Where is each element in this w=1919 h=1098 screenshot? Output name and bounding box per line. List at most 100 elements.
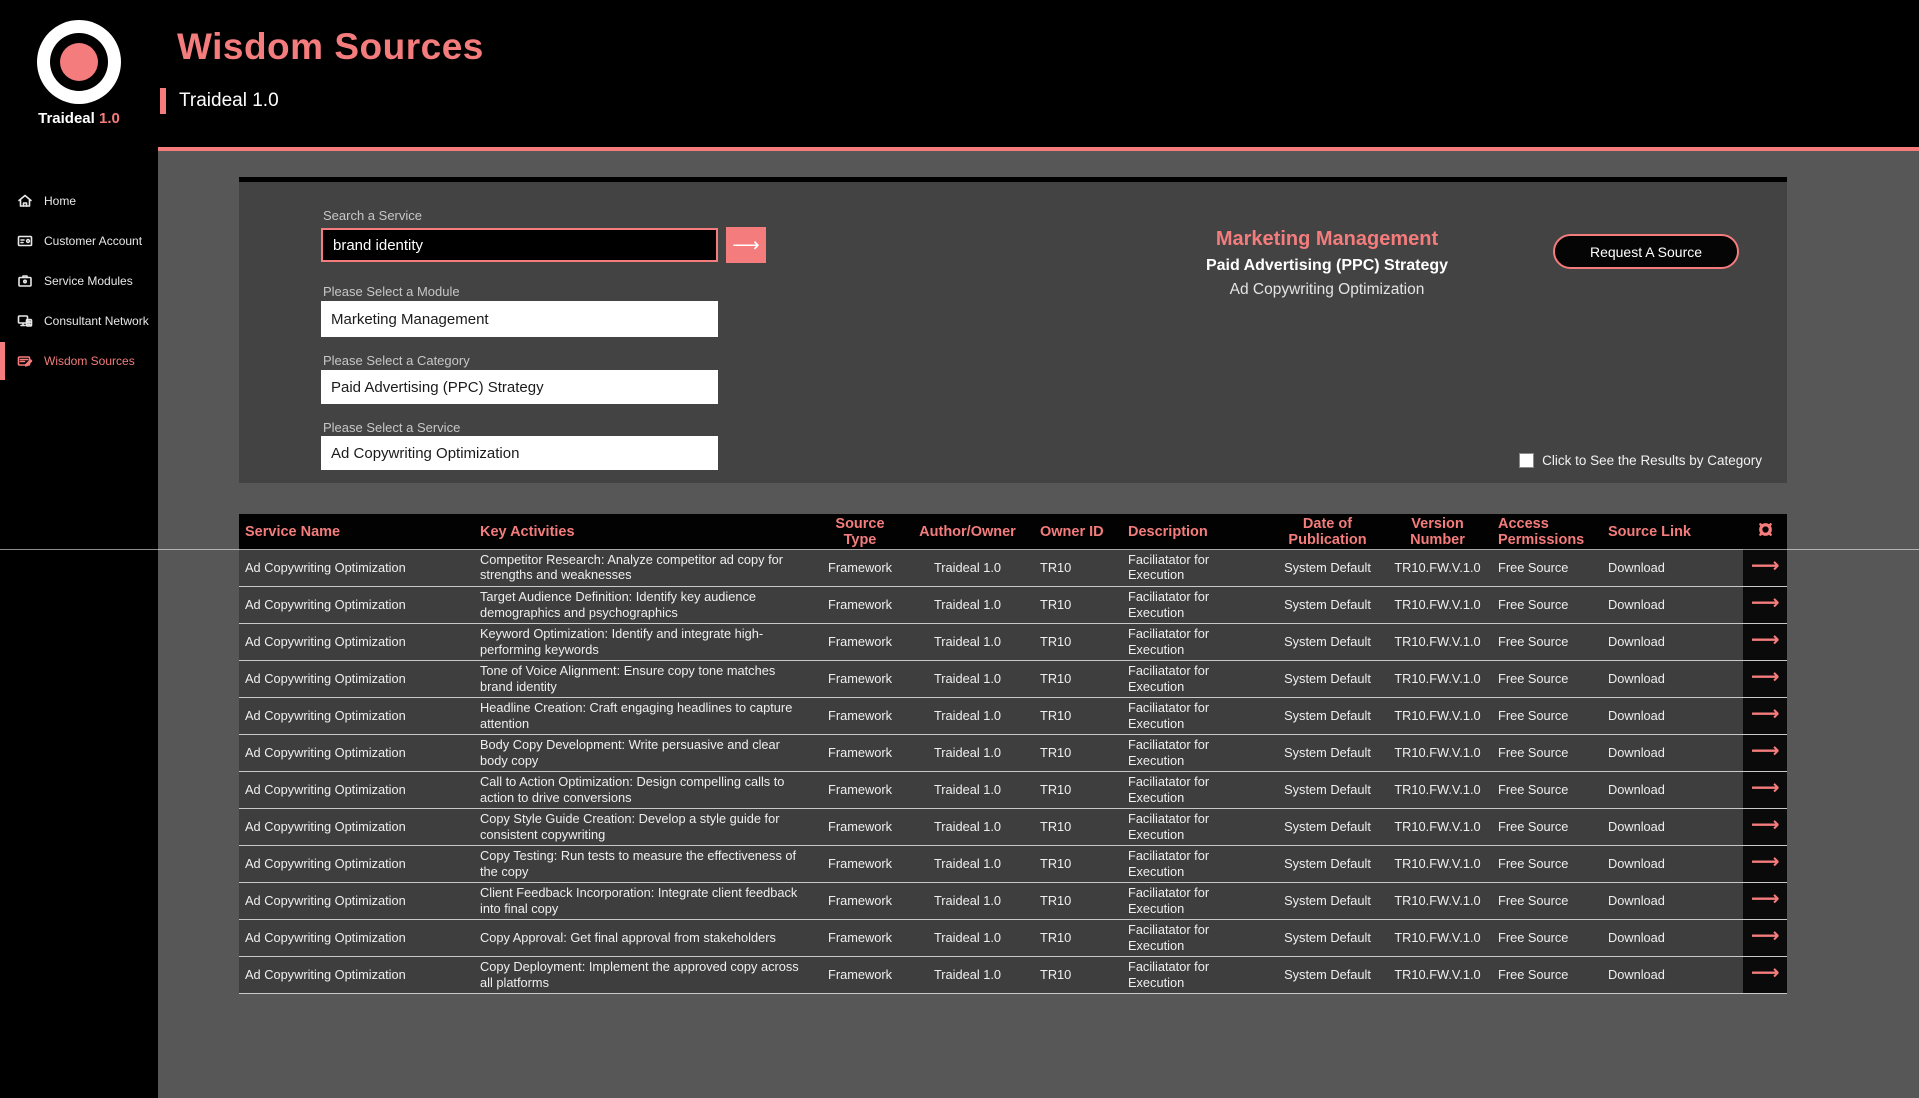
download-link[interactable]: Download: [1608, 818, 1665, 834]
cell: System Default: [1284, 818, 1371, 834]
row-open-button[interactable]: ⟶: [1743, 919, 1787, 956]
column-header-service-name: Service Name: [245, 523, 341, 540]
cell: Framework: [828, 855, 892, 871]
cell: Traideal 1.0: [933, 892, 1002, 908]
cell: Ad Copywriting Optimization: [245, 818, 406, 834]
cell: TR10: [1040, 670, 1072, 686]
search-label: Search a Service: [323, 208, 422, 223]
download-link[interactable]: Download: [1608, 781, 1665, 797]
cell: TR10: [1040, 929, 1072, 945]
traideal-logo: [37, 20, 121, 104]
row-open-button[interactable]: ⟶: [1743, 845, 1787, 882]
table-settings-cell: [1743, 514, 1787, 549]
cell: Ad Copywriting Optimization: [245, 670, 406, 686]
cell: TR10: [1040, 781, 1072, 797]
category-select[interactable]: Paid Advertising (PPC) Strategy: [321, 370, 718, 404]
download-link[interactable]: Download: [1608, 892, 1665, 908]
sidebar-item-service-modules[interactable]: Service Modules: [0, 261, 158, 301]
cell: Free Source: [1498, 818, 1569, 834]
row-open-button[interactable]: ⟶: [1743, 734, 1787, 771]
cell: TR10: [1040, 559, 1072, 575]
cell: Tone of Voice Alignment: Ensure copy ton…: [480, 663, 776, 694]
results-by-category-checkbox[interactable]: [1519, 453, 1535, 468]
selected-service: Ad Copywriting Optimization: [1229, 281, 1425, 298]
cell: System Default: [1284, 559, 1371, 575]
request-a-source-button[interactable]: Request A Source: [1553, 234, 1739, 269]
header-accent-underline: [158, 147, 1919, 151]
logo-core-dot: [60, 43, 98, 81]
row-open-button[interactable]: ⟶: [1743, 697, 1787, 734]
row-open-button[interactable]: ⟶: [1743, 956, 1787, 993]
cell: Client Feedback Incorporation: Integrate…: [480, 885, 798, 916]
table-row: Ad Copywriting Optimization Competitor Re…: [239, 549, 1787, 586]
download-link[interactable]: Download: [1608, 744, 1665, 760]
module-select[interactable]: Marketing Management: [321, 301, 718, 337]
sidebar-item-consultant-network[interactable]: Consultant Network: [0, 301, 158, 341]
cell: Ad Copywriting Optimization: [245, 633, 406, 649]
cell: TR10: [1040, 744, 1072, 760]
cell: TR10.FW.V.1.0: [1394, 633, 1481, 649]
column-header-owner-id: Owner ID: [1040, 523, 1104, 540]
cell: Free Source: [1498, 781, 1569, 797]
cell: System Default: [1284, 966, 1371, 982]
arrow-right-icon: ⟶: [1751, 703, 1780, 726]
cell: System Default: [1284, 633, 1371, 649]
column-header-author-owner: Author/Owner: [919, 523, 1016, 540]
service-select[interactable]: Ad Copywriting Optimization: [321, 436, 718, 470]
cell: Framework: [828, 559, 892, 575]
page-subtitle-label: Traideal 1.0: [179, 90, 279, 111]
cell: Traideal 1.0: [933, 818, 1002, 834]
table-row: Ad Copywriting Optimization Body Copy Dev…: [239, 734, 1787, 771]
cell: Copy Style Guide Creation: Develop a sty…: [480, 811, 780, 842]
cell: Traideal 1.0: [933, 855, 1002, 871]
search-submit-button[interactable]: ⟶: [726, 227, 766, 263]
row-open-button[interactable]: ⟶: [1743, 808, 1787, 845]
cell: Framework: [828, 670, 892, 686]
gear-icon[interactable]: [1756, 523, 1775, 543]
results-by-category-toggle: Click to See the Results by Category: [1519, 453, 1762, 468]
row-open-button[interactable]: ⟶: [1743, 586, 1787, 623]
sidebar-item-label: Home: [44, 194, 77, 208]
service-modules-icon: [16, 273, 33, 290]
download-link[interactable]: Download: [1608, 855, 1665, 871]
sidebar-item-home[interactable]: Home: [0, 181, 158, 221]
arrow-right-icon: ⟶: [1751, 962, 1780, 985]
cell: TR10: [1040, 892, 1072, 908]
table-row: Ad Copywriting Optimization Copy Style Gu…: [239, 808, 1787, 845]
download-link[interactable]: Download: [1608, 966, 1665, 982]
cell: Free Source: [1498, 670, 1569, 686]
cell: Ad Copywriting Optimization: [245, 744, 406, 760]
table-header-row: Service Name Key Activities Source Type Aut…: [239, 514, 1787, 549]
cell: System Default: [1284, 744, 1371, 760]
cell: TR10.FW.V.1.0: [1394, 781, 1481, 797]
search-input[interactable]: [321, 228, 718, 262]
table-row: Ad Copywriting Optimization Target Audien…: [239, 586, 1787, 623]
row-open-button[interactable]: ⟶: [1743, 771, 1787, 808]
table-row: Ad Copywriting Optimization Tone of Voice…: [239, 660, 1787, 697]
cell: Faciliatator for Execution: [1128, 811, 1210, 842]
table-row: Ad Copywriting Optimization Client Feedba…: [239, 882, 1787, 919]
download-link[interactable]: Download: [1608, 670, 1665, 686]
cell: TR10.FW.V.1.0: [1394, 707, 1481, 723]
sidebar-item-label: Service Modules: [44, 274, 133, 288]
table-row: Ad Copywriting Optimization Copy Testing:…: [239, 845, 1787, 882]
download-link[interactable]: Download: [1608, 633, 1665, 649]
cell: Framework: [828, 966, 892, 982]
sidebar-item-customer-account[interactable]: Customer Account: [0, 221, 158, 261]
download-link[interactable]: Download: [1608, 707, 1665, 723]
download-link[interactable]: Download: [1608, 596, 1665, 612]
row-open-button[interactable]: ⟶: [1743, 882, 1787, 919]
cell: Faciliatator for Execution: [1128, 774, 1210, 805]
cell: Faciliatator for Execution: [1128, 848, 1210, 879]
arrow-right-icon: ⟶: [1751, 555, 1780, 577]
sidebar-item-wisdom-sources[interactable]: Wisdom Sources: [0, 341, 158, 381]
column-header-version-number: Version Number: [1410, 515, 1465, 548]
cell: Ad Copywriting Optimization: [245, 966, 406, 982]
download-link[interactable]: Download: [1608, 929, 1665, 945]
row-open-button[interactable]: ⟶: [1743, 660, 1787, 697]
download-link[interactable]: Download: [1608, 559, 1665, 575]
row-open-button[interactable]: ⟶: [1743, 623, 1787, 660]
row-open-button[interactable]: ⟶: [1743, 549, 1787, 586]
page-header: [158, 0, 1919, 147]
module-label: Please Select a Module: [323, 284, 460, 299]
